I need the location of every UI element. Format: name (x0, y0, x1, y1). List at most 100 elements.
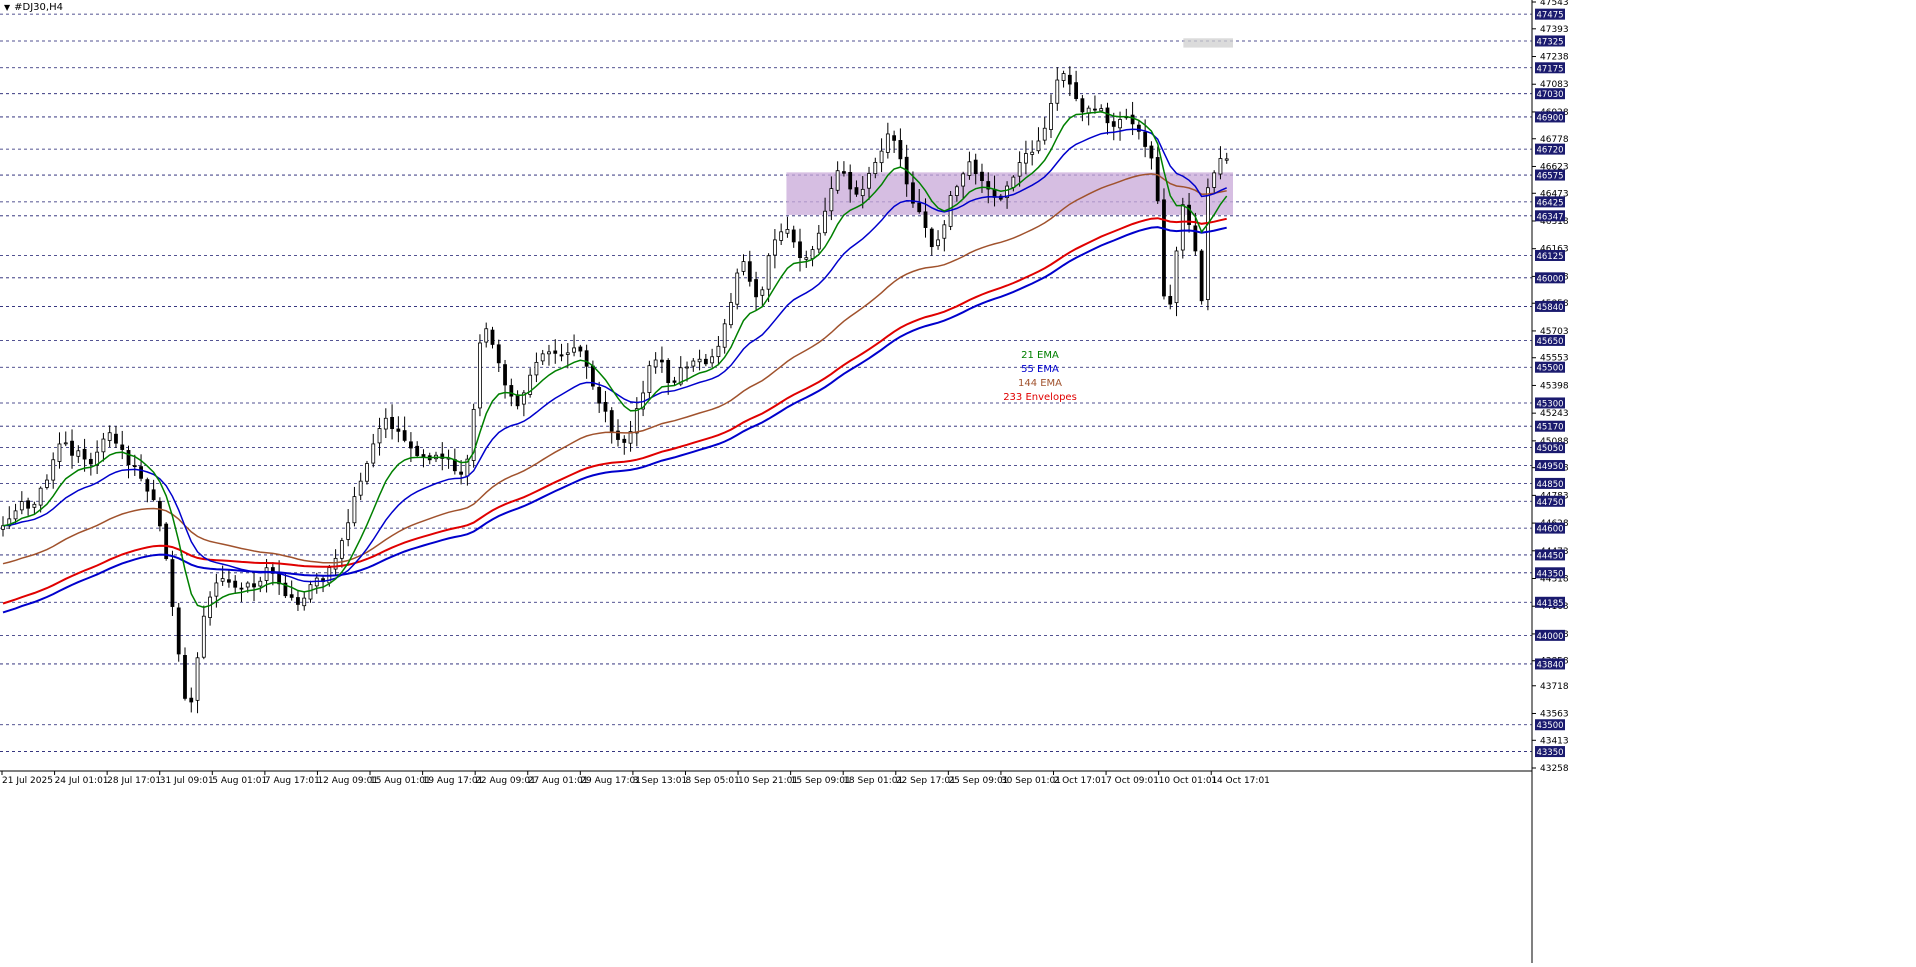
candle-body (126, 450, 131, 466)
candle-body (459, 471, 464, 475)
candle-body (572, 347, 576, 353)
x-tick-label: 24 Jul 01:01 (55, 776, 109, 786)
candle-body (183, 655, 187, 699)
candle-body (835, 170, 840, 191)
candle-body (534, 361, 539, 376)
x-tick-label: 15 Aug 01:01 (370, 776, 431, 786)
candle-body (245, 582, 250, 588)
candle-body (584, 350, 589, 367)
candle-body (1061, 73, 1066, 81)
candle-body (911, 182, 915, 204)
candle-body (471, 408, 476, 461)
price-level-tag (1535, 658, 1565, 670)
chart-title[interactable]: ▼ #DJ30,H4 (4, 2, 63, 13)
x-tick-label: 21 Jul 2025 (2, 776, 53, 786)
candle-body (170, 559, 175, 607)
candle-body (1024, 153, 1028, 164)
dropdown-triangle-icon[interactable]: ▼ (4, 3, 11, 12)
candle-body (1162, 199, 1166, 297)
candle-body (1193, 225, 1198, 252)
top-zone (1183, 38, 1233, 48)
candle-body (51, 459, 56, 481)
candle-body (1118, 119, 1122, 129)
candle-body (917, 202, 922, 213)
price-level-label: 47475 (1536, 11, 1563, 21)
legend-item: 144 EMA (1018, 378, 1062, 389)
price-level-label: 46125 (1536, 252, 1563, 262)
price-level-label: 46900 (1536, 113, 1563, 123)
x-tick-label: 22 Aug 09:01 (475, 776, 536, 786)
candle-body (496, 344, 501, 364)
candle-body (201, 615, 206, 658)
price-level-tag (1535, 477, 1565, 489)
x-tick-label: 28 Jul 17:01 (107, 776, 161, 786)
candle-body (227, 579, 231, 583)
candle-body (553, 350, 558, 354)
candle-body (647, 365, 652, 393)
candle-body (547, 351, 551, 355)
candle-body (1155, 157, 1160, 202)
candle-body (678, 367, 683, 385)
x-tick-label: 15 Sep 09:01 (791, 776, 851, 786)
price-level-tag (1535, 596, 1565, 608)
candle-body (1224, 158, 1229, 161)
candle-body (114, 433, 118, 444)
candle-body (892, 135, 897, 141)
x-tick-label: 8 Sep 05:01 (685, 776, 739, 786)
price-level-label: 47175 (1536, 64, 1563, 74)
candle-body (1199, 250, 1204, 302)
price-level-label: 45650 (1536, 337, 1563, 347)
candle-body (622, 438, 627, 443)
candle-body (1099, 108, 1104, 112)
candle-body (258, 580, 263, 587)
y-tick-label: 43258 (1540, 764, 1569, 774)
legend: 21 EMA 55 EMA 144 EMA 233 Envelopes (1003, 350, 1077, 403)
candle-body (396, 428, 401, 432)
candle-body (521, 392, 526, 405)
price-level-tag (1535, 169, 1565, 181)
candle-body (603, 401, 608, 412)
price-level-tag (1535, 143, 1565, 155)
price-level-tag (1535, 62, 1565, 74)
x-tick-label: 25 Sep 09:01 (948, 776, 1008, 786)
candle-body (772, 239, 777, 256)
candle-body (842, 171, 846, 174)
candle-body (1168, 295, 1173, 305)
candle-body (860, 188, 865, 197)
candle-body (132, 465, 137, 468)
candle-body (816, 232, 821, 250)
y-tick-label: 45243 (1540, 409, 1569, 419)
candle-body (565, 352, 570, 355)
candle-body (986, 181, 991, 190)
candle-body (1055, 79, 1060, 104)
y-tick-label: 46623 (1540, 162, 1569, 172)
candle-body (358, 480, 363, 496)
price-level-label: 45500 (1536, 364, 1563, 374)
price-level-label: 44000 (1536, 632, 1563, 642)
candle-body (936, 239, 940, 247)
candle-body (1011, 176, 1016, 188)
candle-body (785, 229, 790, 234)
candle-body (239, 587, 244, 590)
candle-body (365, 463, 369, 482)
price-level-tag (1535, 442, 1565, 454)
candle-body (38, 487, 43, 506)
price-level-label: 44950 (1536, 462, 1563, 472)
y-tick-label: 45398 (1540, 381, 1569, 391)
x-tick-label: 12 Aug 09:01 (317, 776, 378, 786)
y-tick-label: 46163 (1540, 245, 1569, 255)
candle-body (1093, 108, 1097, 111)
x-tick-label: 31 Jul 09:01 (160, 776, 214, 786)
price-level-label: 44600 (1536, 525, 1563, 535)
candle-body (308, 584, 313, 600)
candle-body (509, 385, 514, 397)
candle-body (660, 359, 664, 363)
candle-body (810, 249, 815, 259)
candle-body (32, 503, 37, 508)
candle-body (176, 607, 181, 655)
y-tick-label: 43563 (1540, 709, 1569, 719)
y-tick-label: 47238 (1540, 53, 1569, 63)
candle-body (848, 172, 853, 190)
candle-body (961, 173, 966, 187)
